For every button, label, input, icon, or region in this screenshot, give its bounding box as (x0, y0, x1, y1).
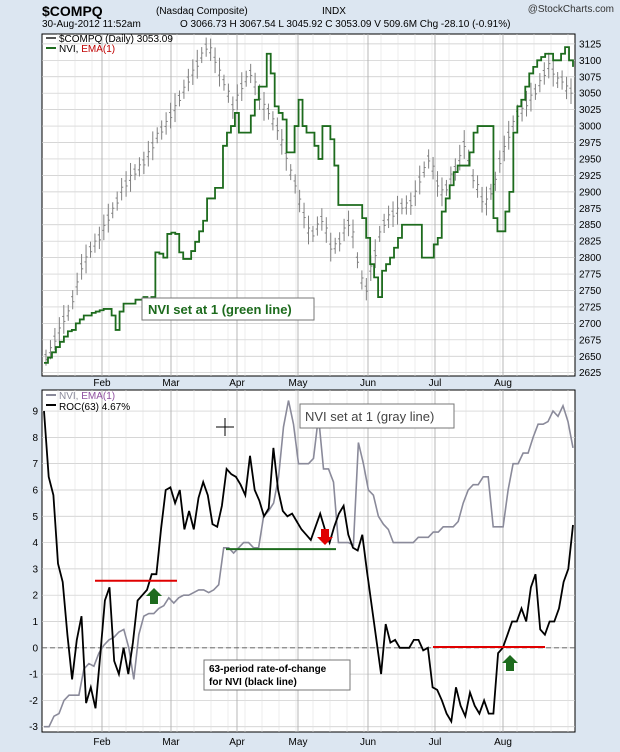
bottom-y-tick-label: 6 (32, 485, 38, 496)
bottom-y-tick-label: 7 (32, 459, 38, 470)
roc-black-line (43, 410, 574, 725)
legend-swatch-price (46, 37, 56, 39)
annotation-box-roc (203, 659, 351, 691)
top-y-tick-label: 3050 (579, 89, 602, 100)
top-y-tick-label: 2850 (579, 220, 602, 231)
top-x-tick-label: Mar (162, 378, 180, 389)
chart-index-name: (Nasdaq Composite) (156, 6, 248, 17)
top-y-tick-label: 2700 (579, 319, 602, 330)
top-y-tick-label: 3025 (579, 105, 602, 116)
bottom-x-tick-label: Jul (429, 737, 442, 748)
top-y-tick-label: 3125 (579, 39, 602, 50)
legend-nvi-ema: EMA(1) (81, 44, 115, 55)
top-y-tick-label: 3100 (579, 56, 602, 67)
top-y-tick-label: 2750 (579, 286, 602, 297)
top-y-tick-label: 2825 (579, 237, 602, 248)
legend-nvi-name: NVI, (59, 44, 81, 55)
annotation-box-gray (299, 403, 455, 429)
bottom-y-tick-label: 8 (32, 433, 38, 444)
bottom-x-tick-label: Aug (494, 737, 512, 748)
top-x-tick-label: Jun (360, 378, 376, 389)
annotation-green-text: NVI set at 1 (green line) (148, 302, 292, 317)
bottom-y-tick-label: 0 (32, 643, 38, 654)
bottom-x-tick-label: Mar (162, 737, 180, 748)
bottom-x-tick-label: Apr (229, 737, 245, 748)
sell-arrow-down-icon (317, 529, 333, 545)
buy-arrow-up-right-icon (502, 655, 518, 671)
bottom-x-tick-label: Feb (93, 737, 111, 748)
bottom-y-tick-label: -2 (29, 696, 38, 707)
top-y-tick-label: 2775 (579, 270, 602, 281)
top-panel (41, 33, 576, 377)
buy-arrow-up-left-icon (146, 588, 162, 604)
legend-swatch-nvi (46, 47, 56, 49)
bottom-y-tick-label: -3 (29, 722, 38, 733)
bottom-y-tick-label: 9 (32, 407, 38, 418)
legend-nvi: NVI, EMA(1) (59, 44, 115, 55)
bottom-y-tick-label: 1 (32, 617, 38, 628)
top-y-tick-label: 2675 (579, 335, 602, 346)
top-x-tick-label: Apr (229, 378, 245, 389)
chart-datetime: 30-Aug-2012 11:52am (42, 19, 141, 30)
top-y-tick-label: 2875 (579, 204, 602, 215)
nvi-gray-line (44, 400, 574, 728)
top-y-tick-label: 2975 (579, 138, 602, 149)
legend-price: $COMPQ (Daily) 3053.09 (59, 34, 173, 45)
legend-nvi-gray-ema: EMA(1) (81, 391, 115, 402)
annotation-roc-line1: 63-period rate-of-change (209, 664, 327, 675)
bottom-x-tick-label: May (289, 737, 308, 748)
top-y-tick-label: 2800 (579, 253, 602, 264)
annotation-gray-text: NVI set at 1 (gray line) (305, 409, 434, 424)
chart-symbol: $COMPQ (42, 3, 103, 19)
top-y-tick-label: 2925 (579, 171, 602, 182)
legend-swatch-nvi-gray (46, 394, 56, 396)
ohlc-readout: O 3066.73 H 3067.54 L 3045.92 C 3053.09 … (180, 19, 511, 30)
bottom-x-tick-label: Jun (360, 737, 376, 748)
top-y-tick-label: 2900 (579, 187, 602, 198)
brand-label[interactable]: @StockCharts.com (527, 4, 614, 15)
annotation-roc-line2: for NVI (black line) (209, 677, 297, 688)
bottom-y-tick-label: 4 (32, 538, 38, 549)
top-y-tick-label: 3000 (579, 122, 602, 133)
top-y-tick-label: 2725 (579, 302, 602, 313)
top-x-tick-label: May (289, 378, 308, 389)
top-x-tick-label: Feb (93, 378, 111, 389)
top-x-tick-label: Jul (429, 378, 442, 389)
bottom-y-tick-label: 2 (32, 591, 38, 602)
bottom-y-tick-label: 3 (32, 564, 38, 575)
top-y-tick-label: 2650 (579, 352, 602, 363)
legend-swatch-roc (46, 404, 56, 406)
nvi-green-line (44, 46, 574, 364)
bottom-y-tick-label: 5 (32, 512, 38, 523)
bottom-y-tick-label: -1 (29, 670, 38, 681)
annotation-box-green (141, 297, 315, 321)
top-x-tick-label: Aug (494, 378, 512, 389)
legend-roc: ROC(63) 4.67% (59, 402, 130, 413)
top-y-tick-label: 2625 (579, 368, 602, 379)
legend-nvi-gray-name: NVI, (59, 391, 81, 402)
chart-exchange: INDX (322, 6, 346, 17)
legend-nvi-gray: NVI, EMA(1) (59, 391, 115, 402)
top-y-tick-label: 2950 (579, 154, 602, 165)
top-y-tick-label: 3075 (579, 72, 602, 83)
